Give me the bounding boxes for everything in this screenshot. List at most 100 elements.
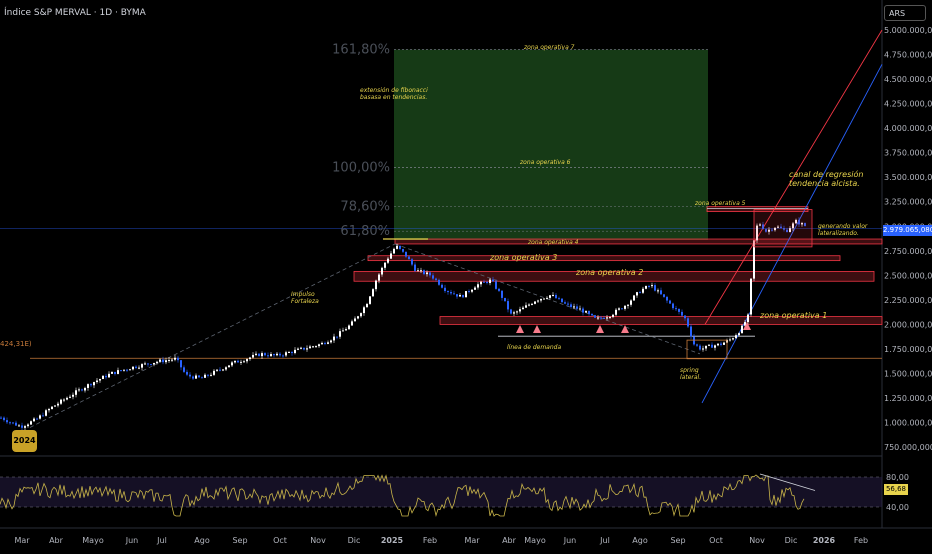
zone-label: zona operativa 1 bbox=[759, 311, 827, 320]
candle-body bbox=[429, 272, 431, 276]
candle-body bbox=[684, 315, 686, 319]
candle-body bbox=[366, 303, 368, 308]
candle-body bbox=[510, 309, 512, 314]
candle-body bbox=[183, 367, 185, 372]
candle-body bbox=[3, 417, 5, 421]
currency-button[interactable]: ARS bbox=[884, 5, 926, 21]
candle-body bbox=[453, 293, 455, 295]
x-tick-label: Nov bbox=[749, 536, 765, 545]
x-tick-label: Mayo bbox=[82, 536, 104, 545]
candle-body bbox=[189, 374, 191, 377]
zone-band bbox=[394, 238, 883, 245]
y-tick-label: 1.750.000,000 bbox=[884, 345, 932, 354]
candle-body bbox=[522, 307, 524, 310]
candle-body bbox=[186, 371, 188, 375]
candle-body bbox=[507, 301, 509, 310]
candle-body bbox=[567, 303, 569, 305]
candle-body bbox=[405, 251, 407, 257]
candle-body bbox=[498, 288, 500, 291]
zone-label: zona operativa 2 bbox=[575, 268, 643, 277]
demand-marker bbox=[621, 325, 629, 333]
candle-body bbox=[753, 240, 755, 279]
y-tick-label: 3.500.000,000 bbox=[884, 173, 932, 182]
candle-body bbox=[297, 348, 299, 350]
candle-body bbox=[93, 382, 95, 386]
candle-body bbox=[315, 346, 317, 348]
candle-body bbox=[477, 284, 479, 288]
candle-body bbox=[468, 291, 470, 293]
candle-body bbox=[339, 331, 341, 337]
rsi-tick-label: 80,00 bbox=[886, 473, 909, 482]
candle-body bbox=[774, 227, 776, 231]
candle-body bbox=[174, 357, 176, 360]
channel-lower-line bbox=[701, 64, 883, 404]
spring-note: lateral. bbox=[680, 374, 701, 381]
x-tick-label: Ago bbox=[194, 536, 210, 545]
candle-body bbox=[681, 311, 683, 316]
candle-body bbox=[261, 353, 263, 357]
candle-body bbox=[798, 219, 800, 225]
candle-body bbox=[450, 291, 452, 294]
candle-body bbox=[156, 361, 158, 363]
candle-body bbox=[231, 362, 233, 366]
candle-body bbox=[579, 308, 581, 310]
rsi-tick-label: 40,00 bbox=[886, 503, 909, 512]
candle-body bbox=[78, 389, 80, 391]
candle-body bbox=[216, 369, 218, 371]
candle-body bbox=[60, 399, 62, 404]
candle-body bbox=[465, 291, 467, 298]
candle-body bbox=[756, 225, 758, 241]
candle-body bbox=[384, 262, 386, 268]
candle-body bbox=[540, 298, 542, 301]
candle-body bbox=[447, 291, 449, 293]
y-tick-label: 1.000.000,000 bbox=[884, 419, 932, 428]
candle-body bbox=[273, 354, 275, 356]
candle-body bbox=[576, 306, 578, 309]
lateral-box bbox=[753, 209, 813, 248]
x-tick-label: Jun bbox=[563, 536, 577, 545]
candle-body bbox=[771, 229, 773, 231]
candle-body bbox=[585, 311, 587, 313]
candle-body bbox=[87, 384, 89, 388]
candle-body bbox=[105, 375, 107, 378]
candle-body bbox=[39, 415, 41, 419]
impulso-note: Fortaleza bbox=[291, 298, 319, 305]
candle-body bbox=[594, 315, 596, 318]
candle-body bbox=[621, 308, 623, 310]
candle-body bbox=[699, 345, 701, 350]
candle-body bbox=[732, 338, 734, 340]
candle-body bbox=[456, 294, 458, 297]
x-tick-label: Sep bbox=[232, 536, 247, 545]
candle-body bbox=[153, 362, 155, 365]
x-tick-label: Nov bbox=[310, 536, 326, 545]
candle-body bbox=[333, 336, 335, 341]
candle-body bbox=[312, 346, 314, 348]
candle-body bbox=[51, 406, 53, 410]
candle-body bbox=[21, 425, 23, 428]
candle-body bbox=[321, 342, 323, 345]
channel-note: canal de regresión bbox=[789, 169, 863, 179]
candle-body bbox=[549, 295, 551, 298]
y-tick-label: 4.000.000,000 bbox=[884, 124, 932, 133]
candle-body bbox=[102, 375, 104, 380]
x-tick-label: Feb bbox=[854, 536, 868, 545]
zone-label: zona operativa 5 bbox=[694, 200, 746, 207]
chart-title: Índice S&P MERVAL · 1D · BYMA bbox=[4, 8, 146, 18]
candle-body bbox=[138, 367, 140, 369]
candle-body bbox=[423, 270, 425, 275]
candle-body bbox=[480, 281, 482, 285]
y-tick-label: 4.250.000,000 bbox=[884, 100, 932, 109]
candle-body bbox=[393, 248, 395, 254]
candle-body bbox=[144, 363, 146, 365]
candle-body bbox=[765, 229, 767, 232]
candle-body bbox=[147, 363, 149, 365]
fib-level-label: 61,80% bbox=[340, 224, 390, 239]
fib-extension-area bbox=[394, 49, 708, 241]
candle-body bbox=[591, 313, 593, 316]
candle-body bbox=[357, 316, 359, 319]
candle-body bbox=[651, 285, 653, 287]
spring-note: spring bbox=[680, 367, 699, 374]
candle-body bbox=[513, 312, 515, 314]
candle-body bbox=[72, 394, 74, 397]
candle-body bbox=[687, 318, 689, 327]
